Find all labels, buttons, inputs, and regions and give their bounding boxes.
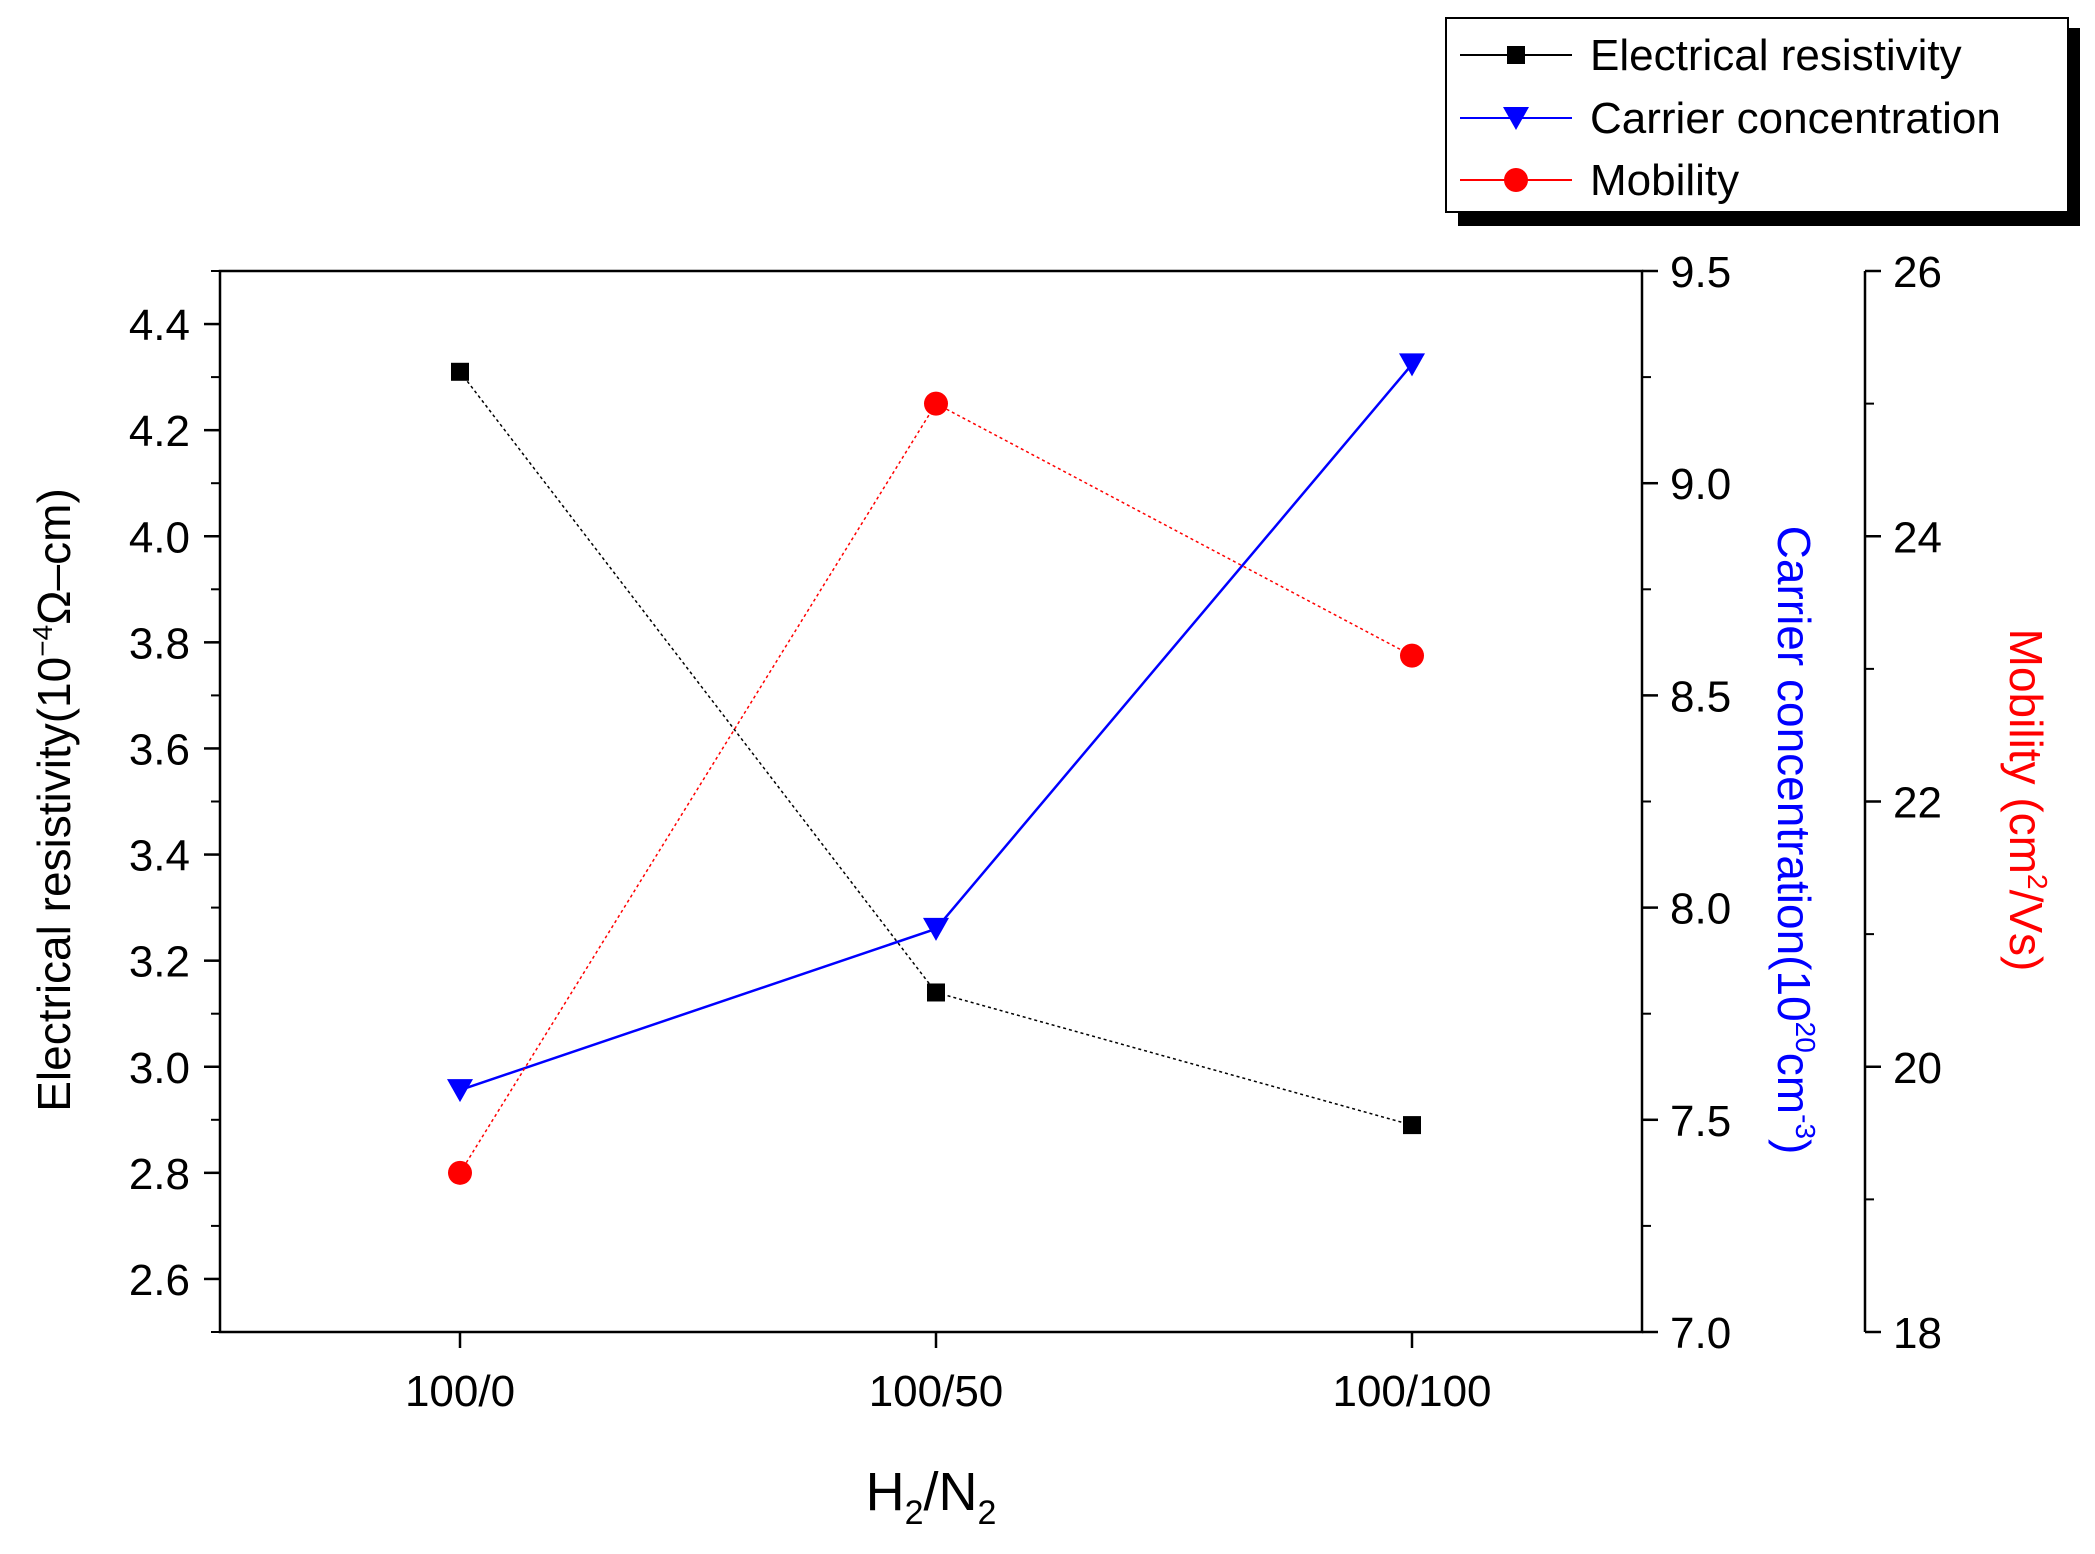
legend-label: Mobility (1590, 156, 1739, 205)
right2-tick-label: 18 (1893, 1309, 1942, 1358)
left-tick-label: 3.2 (129, 938, 190, 987)
left-tick-label: 4.2 (129, 407, 190, 456)
data-point (924, 391, 948, 416)
legend-marker (1504, 168, 1528, 192)
data-point (923, 917, 949, 941)
right2-tick-label: 20 (1893, 1044, 1942, 1093)
data-point (447, 1079, 473, 1103)
right2-tick-label: 22 (1893, 779, 1942, 828)
series-line-segment (935, 402, 1413, 657)
right-axis-1-title: Carrier concentration(1020cm-3) (1768, 526, 1821, 1155)
series-line-segment (459, 371, 937, 993)
series-line-segment (459, 927, 937, 1092)
left-tick-label: 3.6 (129, 725, 190, 774)
left-tick-label: 3.0 (129, 1044, 190, 1093)
right1-tick-label: 7.5 (1670, 1097, 1731, 1146)
right2-tick-label: 24 (1893, 513, 1942, 562)
x-tick-label: 100/0 (405, 1367, 515, 1416)
x-tick-label: 100/50 (869, 1367, 1004, 1416)
right1-tick-label: 8.5 (1670, 672, 1731, 721)
legend-label: Electrical resistivity (1590, 31, 1962, 80)
legend-marker (1503, 107, 1529, 130)
legend: Electrical resistivity Carrier concentrat… (1445, 17, 2080, 226)
left-tick-label: 4.0 (129, 513, 190, 562)
data-point (448, 1160, 472, 1185)
left-axis-title: Electrical resistivity(10−4Ω–cm) (27, 488, 80, 1112)
right2-tick-label: 26 (1893, 248, 1942, 297)
left-tick-label: 4.4 (129, 301, 190, 350)
right1-tick-label: 8.0 (1670, 885, 1731, 934)
right1-tick-label: 7.0 (1670, 1309, 1731, 1358)
data-point (927, 983, 945, 1002)
left-tick-label: 2.6 (129, 1256, 190, 1305)
legend-marker (1507, 46, 1525, 64)
x-axis-title: H2/N2 (866, 1462, 997, 1532)
data-point (1403, 1116, 1421, 1135)
data-point (451, 362, 469, 381)
series-line-segment (459, 403, 937, 1174)
right1-tick-label: 9.5 (1670, 248, 1731, 297)
left-tick-label: 2.8 (129, 1150, 190, 1199)
right-axis-2-title: Mobility (cm2/Vs) (2000, 629, 2053, 972)
left-tick-label: 3.8 (129, 619, 190, 668)
legend-label: Carrier concentration (1590, 94, 2001, 143)
data-point (1399, 353, 1425, 377)
left-tick-label: 3.4 (129, 832, 190, 881)
x-tick-label: 100/100 (1332, 1367, 1491, 1416)
right1-tick-label: 9.0 (1670, 460, 1731, 509)
series-line-segment (935, 363, 1413, 930)
plot-frame (218, 269, 1644, 1334)
series-line-segment (935, 991, 1413, 1126)
data-point (1400, 643, 1424, 668)
